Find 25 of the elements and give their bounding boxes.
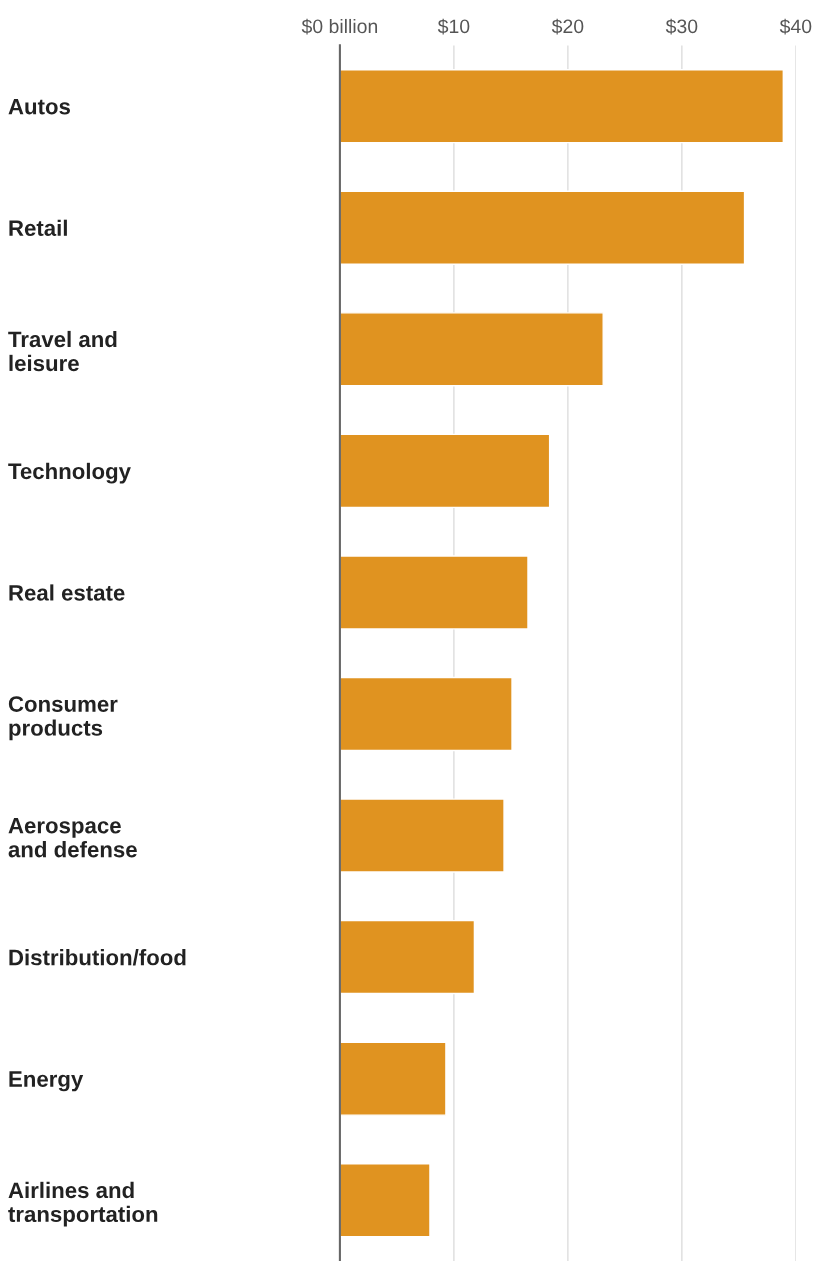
y-tick-label: Real estate	[9, 584, 125, 601]
x-tick-label: $20	[551, 18, 584, 35]
bar	[339, 1163, 431, 1238]
y-tick-label: Distribution/food	[9, 949, 186, 966]
bar	[339, 69, 784, 144]
x-tick-label: $0 billion	[301, 18, 378, 35]
x-tick-label: $40	[779, 18, 812, 35]
y-tick-label: Airlines and transportation	[8, 1181, 158, 1227]
y-tick-label: Energy	[9, 1071, 84, 1092]
y-tick-label: Autos	[8, 98, 70, 115]
bar	[339, 190, 746, 265]
x-tick-label: $30	[665, 18, 698, 35]
bar	[339, 676, 513, 752]
y-tick-label: Aerospace and defense	[8, 817, 137, 858]
y-tick-label: Consumer products	[8, 696, 118, 741]
bar	[339, 798, 505, 873]
y-tick-label: Travel and leisure	[8, 330, 117, 372]
bar	[339, 919, 476, 995]
y-tick-label: Technology	[8, 462, 131, 484]
bar	[339, 1041, 447, 1116]
bar	[339, 312, 604, 387]
y-tick-label: Retail	[9, 219, 67, 237]
bar	[339, 555, 529, 630]
x-tick-label: $10	[437, 18, 470, 35]
bar	[339, 433, 551, 509]
